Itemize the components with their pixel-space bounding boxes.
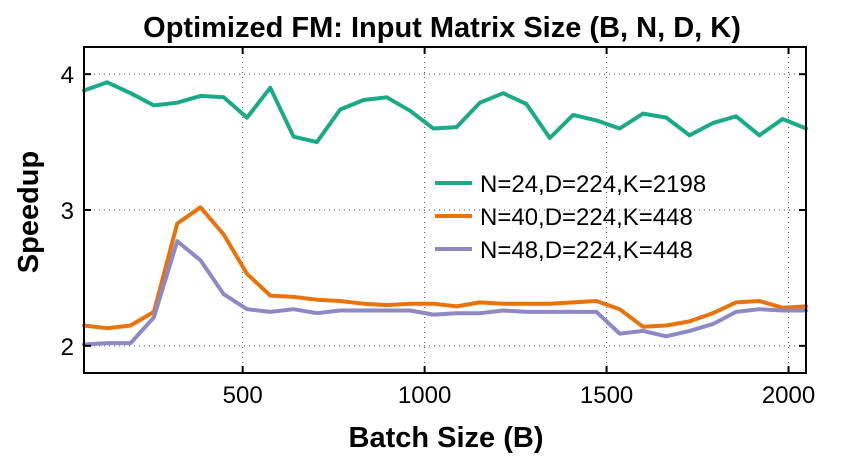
x-tick-label: 500 <box>223 382 263 409</box>
x-tick-label: 1500 <box>580 382 633 409</box>
y-tick-label: 4 <box>61 62 74 89</box>
legend: N=24,D=224,K=2198 N=40,D=224,K=448 N=48,D=… <box>435 171 706 264</box>
series-line-1 <box>82 80 808 145</box>
x-axis-label: Batch Size (B) <box>349 422 544 454</box>
grid <box>84 47 806 373</box>
y-tick-label: 3 <box>61 198 74 225</box>
y-axis-label: Speedup <box>13 151 45 273</box>
series-line-3 <box>82 239 808 347</box>
x-tick-label: 2000 <box>762 382 815 409</box>
legend-label-3: N=48,D=224,K=448 <box>480 237 693 264</box>
series-group <box>82 80 808 347</box>
x-tick-label: 1000 <box>398 382 451 409</box>
chart-title: Optimized FM: Input Matrix Size (B, N, D… <box>143 12 741 44</box>
y-tick-label: 2 <box>61 334 74 361</box>
axis-ticks: 500 1000 1500 2000 2 3 4 <box>61 47 815 409</box>
legend-label-2: N=40,D=224,K=448 <box>480 204 693 231</box>
legend-label-1: N=24,D=224,K=2198 <box>480 171 706 198</box>
series-line-2 <box>82 205 808 331</box>
